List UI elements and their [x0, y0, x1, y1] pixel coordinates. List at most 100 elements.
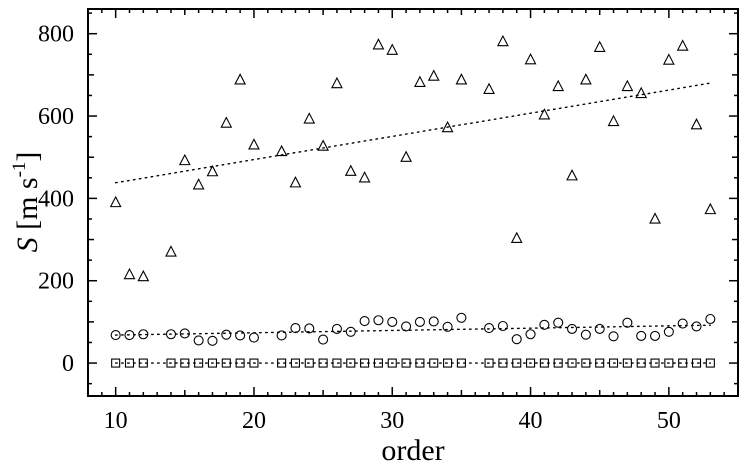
triangle-point	[206, 164, 219, 177]
circle-point	[580, 329, 591, 340]
circle-point	[497, 320, 508, 332]
square-point	[691, 358, 702, 368]
circle-trend-line	[114, 324, 712, 336]
square-point	[553, 358, 563, 368]
square-point	[705, 358, 715, 368]
square-point	[539, 358, 549, 368]
circle-point	[608, 331, 619, 342]
axis-ticks	[87, 9, 739, 396]
circle-point	[525, 329, 536, 340]
triangle-point	[248, 138, 260, 150]
square-point	[636, 358, 646, 368]
circle-point	[345, 326, 356, 337]
square-point	[526, 358, 536, 368]
circle-point	[290, 323, 301, 334]
square-point	[622, 358, 632, 368]
triangle-point	[662, 53, 675, 65]
circle-point	[456, 312, 467, 323]
triangle-point	[137, 269, 150, 282]
triangle-point	[414, 75, 426, 87]
y-tick-label: 400	[38, 186, 74, 212]
y-axis-unit: [m s	[11, 177, 44, 237]
circle-point	[428, 316, 439, 327]
square-point	[512, 358, 522, 368]
triangle-point	[455, 73, 468, 85]
circle-point	[276, 330, 287, 341]
square-point	[387, 358, 397, 368]
triangle-point	[524, 52, 537, 65]
square-point	[221, 358, 231, 368]
square-point	[498, 358, 508, 368]
y-axis-bracket: ]	[11, 152, 44, 162]
square-point	[456, 358, 466, 368]
circle-point	[636, 330, 647, 341]
triangle-point	[178, 153, 191, 166]
x-tick-label: 30	[380, 408, 404, 434]
triangle-point	[538, 108, 551, 120]
circle-point	[304, 323, 315, 334]
square-point	[443, 358, 453, 368]
triangle-point	[386, 43, 399, 55]
triangle-point	[275, 144, 288, 157]
square-point	[332, 358, 342, 368]
triangle-point	[676, 39, 689, 51]
circle-point	[663, 326, 674, 337]
circle-point	[539, 319, 550, 330]
circle-point	[594, 323, 605, 334]
triangle-point	[496, 34, 509, 47]
square-point	[346, 358, 356, 368]
circle-point	[484, 323, 495, 334]
triangle-point	[579, 73, 592, 85]
triangle-point	[690, 117, 703, 130]
circle-point	[207, 335, 218, 346]
circle-point	[442, 321, 453, 332]
circle-point	[373, 315, 384, 326]
triangle-point	[552, 79, 565, 92]
square-point	[415, 358, 425, 368]
circle-point	[622, 317, 633, 328]
triangle-point	[704, 202, 717, 215]
triangle-point	[607, 114, 620, 127]
circle-point	[124, 330, 135, 341]
circle-point	[318, 334, 329, 345]
triangle-point	[109, 195, 122, 208]
triangle-point	[372, 38, 385, 50]
circle-point	[553, 317, 564, 328]
triangle-point	[317, 139, 330, 151]
data-points	[109, 34, 717, 368]
triangle-point	[234, 73, 247, 85]
square-point	[678, 358, 688, 368]
square-point	[664, 358, 674, 368]
x-tick-label: 10	[104, 408, 128, 434]
triangle-point	[566, 169, 578, 181]
circle-point	[359, 316, 370, 327]
triangle-point	[635, 86, 648, 99]
circle-point	[705, 313, 716, 325]
y-tick-label: 600	[38, 104, 74, 130]
x-tick-label: 50	[657, 408, 681, 434]
triangle-point	[303, 112, 316, 124]
triangle-point	[331, 76, 343, 89]
circle-point	[511, 334, 522, 345]
x-tick-label: 20	[242, 408, 266, 434]
triangle-trend-line	[114, 82, 712, 184]
y-axis-symbol: S	[11, 237, 44, 252]
square-point	[304, 358, 314, 368]
circle-point	[110, 330, 121, 341]
square-point	[360, 358, 370, 368]
triangle-point	[220, 116, 233, 128]
square-point	[429, 358, 439, 368]
triangle-point	[344, 164, 357, 176]
square-point	[166, 358, 176, 368]
square-point	[595, 358, 605, 368]
square-point	[111, 358, 121, 368]
square-point	[318, 358, 328, 368]
y-tick-label: 800	[38, 22, 74, 48]
square-point	[290, 358, 300, 368]
y-axis-title: S [m s-1]	[9, 152, 44, 253]
y-tick-label: 0	[62, 351, 74, 377]
x-tick-label: 40	[519, 408, 543, 434]
circle-point	[221, 329, 232, 340]
y-tick-label: 200	[38, 269, 74, 295]
